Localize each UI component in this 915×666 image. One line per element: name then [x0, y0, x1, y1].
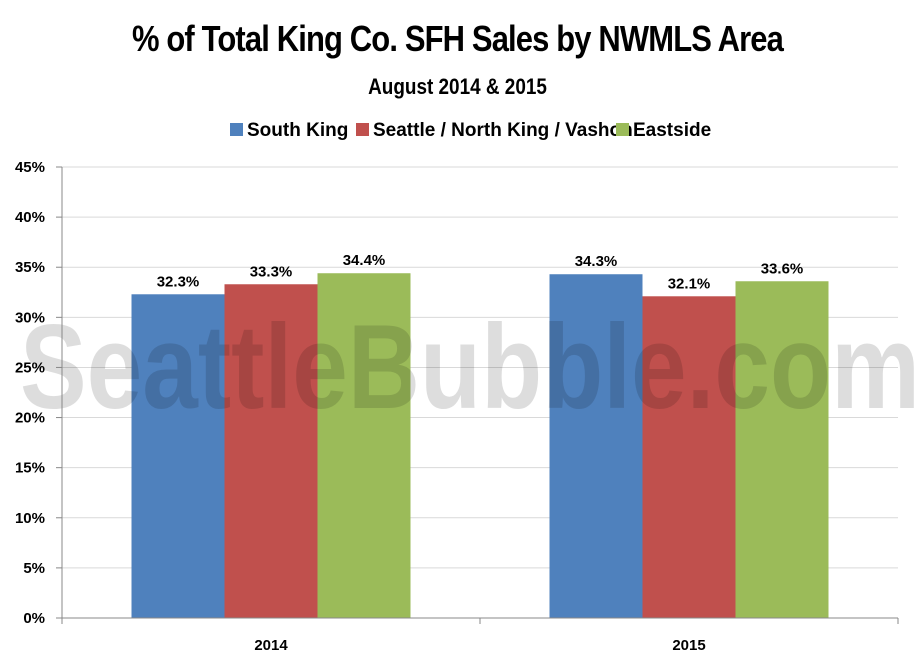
- y-tick-label: 5%: [23, 560, 45, 577]
- data-label: 34.4%: [343, 252, 386, 269]
- bar-2015-1: [549, 274, 643, 618]
- y-tick-label: 35%: [15, 259, 45, 276]
- x-tick-label: 2015: [672, 637, 705, 654]
- legend-swatch-2: [356, 123, 369, 136]
- bars: 32.3% 33.3% 34.4% 34.3% 32.1% 33.6%: [131, 252, 829, 618]
- data-label: 33.6%: [761, 260, 804, 277]
- bar-2015-3: [735, 281, 829, 618]
- y-tick-label: 20%: [15, 410, 45, 427]
- bar-2014-2: [224, 284, 318, 618]
- legend-swatch-1: [230, 123, 243, 136]
- y-tick-label: 0%: [23, 610, 45, 627]
- legend-label-3: Eastside: [633, 120, 711, 141]
- y-tick-label: 40%: [15, 209, 45, 226]
- chart-subtitle: August 2014 & 2015: [368, 74, 547, 99]
- bar-2014-1: [131, 294, 225, 618]
- watermark: SeattleBubble.com: [20, 300, 915, 434]
- legend-swatch-3: [616, 123, 629, 136]
- legend-label-2: Seattle / North King / Vashon: [373, 120, 633, 141]
- legend: South King Seattle / North King / Vashon E…: [230, 120, 711, 141]
- axes: 0% 5% 10% 15% 20% 25% 30% 35% 40% 45% 2014 2015: [15, 159, 899, 654]
- bar-2014-3: [317, 273, 411, 618]
- data-label: 34.3%: [575, 253, 618, 270]
- bar-2015-2: [642, 296, 736, 618]
- y-tick-label: 15%: [15, 460, 45, 477]
- x-tick-label: 2014: [254, 637, 288, 654]
- data-label: 32.1%: [668, 275, 711, 292]
- y-tick-label: 10%: [15, 510, 45, 527]
- data-label: 32.3%: [157, 273, 200, 290]
- y-tick-label: 45%: [15, 159, 45, 176]
- y-tick-label: 30%: [15, 309, 45, 326]
- y-tick-label: 25%: [15, 359, 45, 376]
- data-label: 33.3%: [250, 263, 293, 280]
- chart-title: % of Total King Co. SFH Sales by NWMLS A…: [131, 18, 784, 59]
- legend-label-1: South King: [247, 120, 348, 141]
